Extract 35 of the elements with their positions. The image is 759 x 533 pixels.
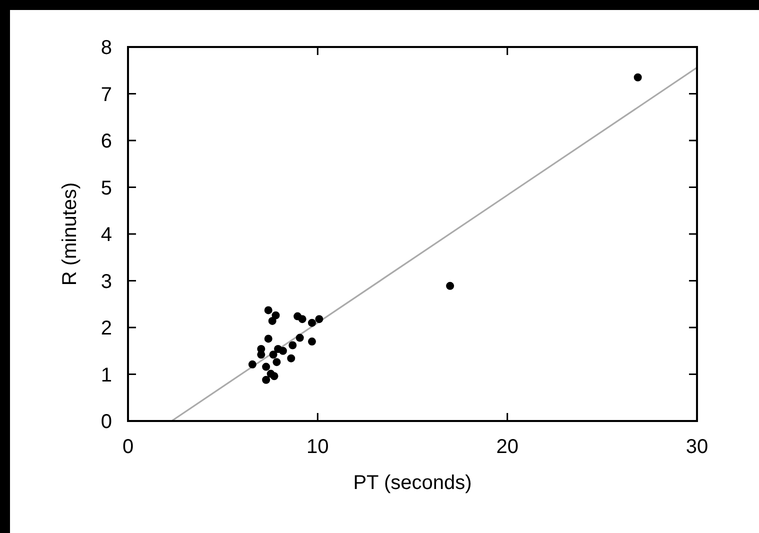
y-tick-label: 5 bbox=[100, 177, 112, 200]
y-tick-label: 6 bbox=[100, 130, 112, 152]
y-tick-label: 8 bbox=[100, 37, 112, 59]
y-tick-label: 4 bbox=[100, 224, 112, 246]
y-tick-label: 3 bbox=[100, 270, 112, 293]
point bbox=[634, 73, 642, 82]
point bbox=[257, 350, 266, 359]
point bbox=[268, 316, 276, 325]
point bbox=[308, 318, 316, 327]
point bbox=[262, 376, 270, 384]
point bbox=[298, 315, 306, 324]
point bbox=[264, 334, 272, 343]
y-axis-title: R (minutes) bbox=[59, 182, 81, 286]
point bbox=[446, 282, 454, 290]
point bbox=[308, 338, 316, 346]
y-tick-label: 7 bbox=[100, 84, 112, 106]
point bbox=[288, 341, 297, 350]
y-tick-label: 0 bbox=[100, 411, 112, 433]
point bbox=[264, 306, 272, 314]
point bbox=[248, 360, 256, 368]
point bbox=[269, 350, 278, 359]
y-tick-label: 1 bbox=[100, 364, 112, 386]
y-tick-label: 2 bbox=[100, 318, 112, 340]
point bbox=[262, 362, 270, 371]
point bbox=[296, 334, 304, 342]
point bbox=[270, 372, 278, 380]
point bbox=[315, 315, 324, 324]
x-tick-label: 30 bbox=[686, 436, 708, 458]
x-tick-label: 20 bbox=[496, 436, 518, 458]
x-axis-title: PT (seconds) bbox=[353, 472, 472, 494]
x-tick-label: 10 bbox=[306, 436, 329, 458]
point bbox=[287, 354, 296, 362]
point bbox=[272, 358, 281, 366]
x-tick-label: 0 bbox=[122, 436, 134, 458]
point bbox=[278, 346, 287, 355]
